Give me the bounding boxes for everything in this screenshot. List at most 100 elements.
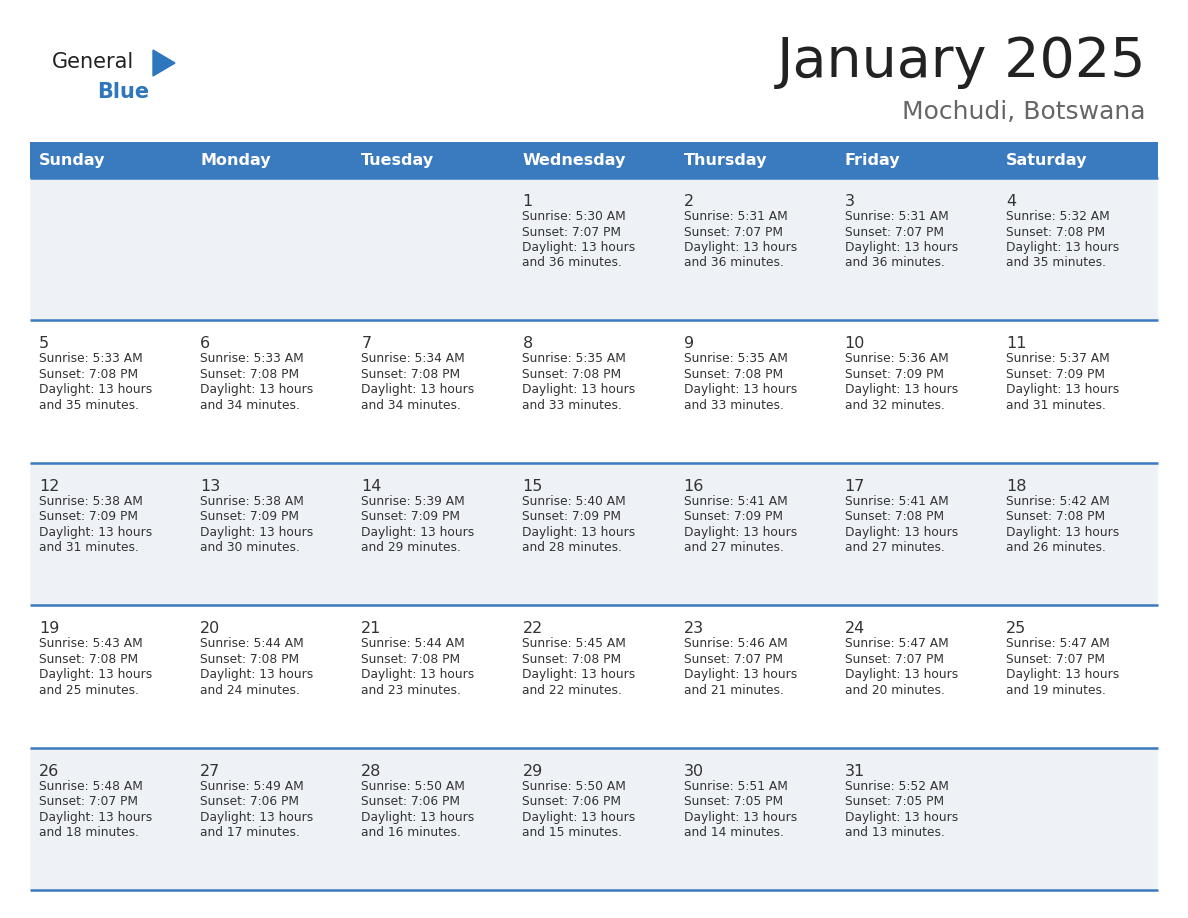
Text: Daylight: 13 hours: Daylight: 13 hours xyxy=(200,668,314,681)
Text: Daylight: 13 hours: Daylight: 13 hours xyxy=(523,384,636,397)
Text: Sunrise: 5:50 AM: Sunrise: 5:50 AM xyxy=(523,779,626,792)
Bar xyxy=(30,747,1158,890)
Text: 20: 20 xyxy=(200,621,221,636)
Text: and 23 minutes.: and 23 minutes. xyxy=(361,684,461,697)
Text: 31: 31 xyxy=(845,764,865,778)
Text: Sunrise: 5:42 AM: Sunrise: 5:42 AM xyxy=(1006,495,1110,508)
Text: Daylight: 13 hours: Daylight: 13 hours xyxy=(39,668,152,681)
Text: and 31 minutes.: and 31 minutes. xyxy=(1006,399,1106,412)
Text: Sunset: 7:07 PM: Sunset: 7:07 PM xyxy=(1006,653,1105,666)
Text: Sunset: 7:09 PM: Sunset: 7:09 PM xyxy=(200,510,299,523)
Text: Sunset: 7:09 PM: Sunset: 7:09 PM xyxy=(39,510,138,523)
Text: 7: 7 xyxy=(361,336,372,352)
Text: Sunrise: 5:31 AM: Sunrise: 5:31 AM xyxy=(845,210,948,223)
Text: Daylight: 13 hours: Daylight: 13 hours xyxy=(361,811,474,823)
Text: Sunrise: 5:38 AM: Sunrise: 5:38 AM xyxy=(200,495,304,508)
Text: Sunset: 7:05 PM: Sunset: 7:05 PM xyxy=(845,795,943,808)
Text: 22: 22 xyxy=(523,621,543,636)
Text: Daylight: 13 hours: Daylight: 13 hours xyxy=(200,384,314,397)
Text: January 2025: January 2025 xyxy=(777,35,1146,89)
Text: Daylight: 13 hours: Daylight: 13 hours xyxy=(683,526,797,539)
Text: and 28 minutes.: and 28 minutes. xyxy=(523,542,623,554)
Text: Sunset: 7:08 PM: Sunset: 7:08 PM xyxy=(1006,510,1105,523)
Text: Mochudi, Botswana: Mochudi, Botswana xyxy=(903,100,1146,124)
Bar xyxy=(30,178,1158,320)
Text: 23: 23 xyxy=(683,621,703,636)
Text: Sunrise: 5:44 AM: Sunrise: 5:44 AM xyxy=(200,637,304,650)
Text: Daylight: 13 hours: Daylight: 13 hours xyxy=(200,811,314,823)
Text: 10: 10 xyxy=(845,336,865,352)
Text: Daylight: 13 hours: Daylight: 13 hours xyxy=(523,668,636,681)
Text: Sunrise: 5:46 AM: Sunrise: 5:46 AM xyxy=(683,637,788,650)
Bar xyxy=(353,142,513,178)
Text: Sunrise: 5:34 AM: Sunrise: 5:34 AM xyxy=(361,353,465,365)
Text: and 16 minutes.: and 16 minutes. xyxy=(361,826,461,839)
Bar xyxy=(30,605,1158,747)
Text: Sunset: 7:09 PM: Sunset: 7:09 PM xyxy=(845,368,943,381)
Text: Sunset: 7:09 PM: Sunset: 7:09 PM xyxy=(361,510,460,523)
Text: Sunset: 7:08 PM: Sunset: 7:08 PM xyxy=(39,653,138,666)
Text: Sunrise: 5:41 AM: Sunrise: 5:41 AM xyxy=(683,495,788,508)
Text: Sunrise: 5:35 AM: Sunrise: 5:35 AM xyxy=(683,353,788,365)
Text: Sunrise: 5:36 AM: Sunrise: 5:36 AM xyxy=(845,353,948,365)
Text: Sunrise: 5:45 AM: Sunrise: 5:45 AM xyxy=(523,637,626,650)
Text: Sunrise: 5:41 AM: Sunrise: 5:41 AM xyxy=(845,495,948,508)
Text: 6: 6 xyxy=(200,336,210,352)
Text: Daylight: 13 hours: Daylight: 13 hours xyxy=(1006,241,1119,254)
Text: and 14 minutes.: and 14 minutes. xyxy=(683,826,783,839)
Text: 30: 30 xyxy=(683,764,703,778)
Text: Sunset: 7:08 PM: Sunset: 7:08 PM xyxy=(523,653,621,666)
Text: Monday: Monday xyxy=(200,152,271,167)
Text: Saturday: Saturday xyxy=(1006,152,1087,167)
Text: Daylight: 13 hours: Daylight: 13 hours xyxy=(683,384,797,397)
Bar xyxy=(30,142,191,178)
Text: Daylight: 13 hours: Daylight: 13 hours xyxy=(1006,384,1119,397)
Text: Sunrise: 5:35 AM: Sunrise: 5:35 AM xyxy=(523,353,626,365)
Text: Sunrise: 5:49 AM: Sunrise: 5:49 AM xyxy=(200,779,304,792)
Text: 29: 29 xyxy=(523,764,543,778)
Text: Sunset: 7:08 PM: Sunset: 7:08 PM xyxy=(683,368,783,381)
Text: Daylight: 13 hours: Daylight: 13 hours xyxy=(1006,668,1119,681)
Text: Tuesday: Tuesday xyxy=(361,152,435,167)
Text: Sunset: 7:08 PM: Sunset: 7:08 PM xyxy=(1006,226,1105,239)
Text: and 18 minutes.: and 18 minutes. xyxy=(39,826,139,839)
Text: Blue: Blue xyxy=(97,82,150,102)
Bar xyxy=(835,142,997,178)
Text: and 13 minutes.: and 13 minutes. xyxy=(845,826,944,839)
Text: Sunset: 7:05 PM: Sunset: 7:05 PM xyxy=(683,795,783,808)
Text: Daylight: 13 hours: Daylight: 13 hours xyxy=(1006,526,1119,539)
Text: Sunset: 7:07 PM: Sunset: 7:07 PM xyxy=(523,226,621,239)
Text: Sunrise: 5:39 AM: Sunrise: 5:39 AM xyxy=(361,495,465,508)
Text: Sunset: 7:08 PM: Sunset: 7:08 PM xyxy=(200,368,299,381)
Text: Daylight: 13 hours: Daylight: 13 hours xyxy=(361,384,474,397)
Text: and 30 minutes.: and 30 minutes. xyxy=(200,542,301,554)
Text: and 19 minutes.: and 19 minutes. xyxy=(1006,684,1106,697)
Text: 4: 4 xyxy=(1006,194,1016,209)
Bar xyxy=(30,320,1158,463)
Text: Sunset: 7:08 PM: Sunset: 7:08 PM xyxy=(39,368,138,381)
Text: Daylight: 13 hours: Daylight: 13 hours xyxy=(845,668,958,681)
Text: and 17 minutes.: and 17 minutes. xyxy=(200,826,301,839)
Text: Daylight: 13 hours: Daylight: 13 hours xyxy=(683,668,797,681)
Bar xyxy=(30,463,1158,605)
Text: Daylight: 13 hours: Daylight: 13 hours xyxy=(845,526,958,539)
Text: Daylight: 13 hours: Daylight: 13 hours xyxy=(523,811,636,823)
Text: 12: 12 xyxy=(39,479,59,494)
Text: Daylight: 13 hours: Daylight: 13 hours xyxy=(523,241,636,254)
Text: Daylight: 13 hours: Daylight: 13 hours xyxy=(845,384,958,397)
Text: Sunset: 7:08 PM: Sunset: 7:08 PM xyxy=(361,653,461,666)
Text: Sunrise: 5:33 AM: Sunrise: 5:33 AM xyxy=(200,353,304,365)
Text: Sunrise: 5:44 AM: Sunrise: 5:44 AM xyxy=(361,637,465,650)
Text: and 24 minutes.: and 24 minutes. xyxy=(200,684,301,697)
Text: Sunset: 7:06 PM: Sunset: 7:06 PM xyxy=(361,795,460,808)
Text: and 33 minutes.: and 33 minutes. xyxy=(523,399,623,412)
Text: 8: 8 xyxy=(523,336,532,352)
Text: and 34 minutes.: and 34 minutes. xyxy=(361,399,461,412)
Text: Sunset: 7:08 PM: Sunset: 7:08 PM xyxy=(845,510,943,523)
Text: Sunset: 7:09 PM: Sunset: 7:09 PM xyxy=(523,510,621,523)
Text: 5: 5 xyxy=(39,336,49,352)
Text: and 36 minutes.: and 36 minutes. xyxy=(845,256,944,270)
Text: Sunset: 7:08 PM: Sunset: 7:08 PM xyxy=(361,368,461,381)
Polygon shape xyxy=(153,50,175,76)
Text: and 33 minutes.: and 33 minutes. xyxy=(683,399,783,412)
